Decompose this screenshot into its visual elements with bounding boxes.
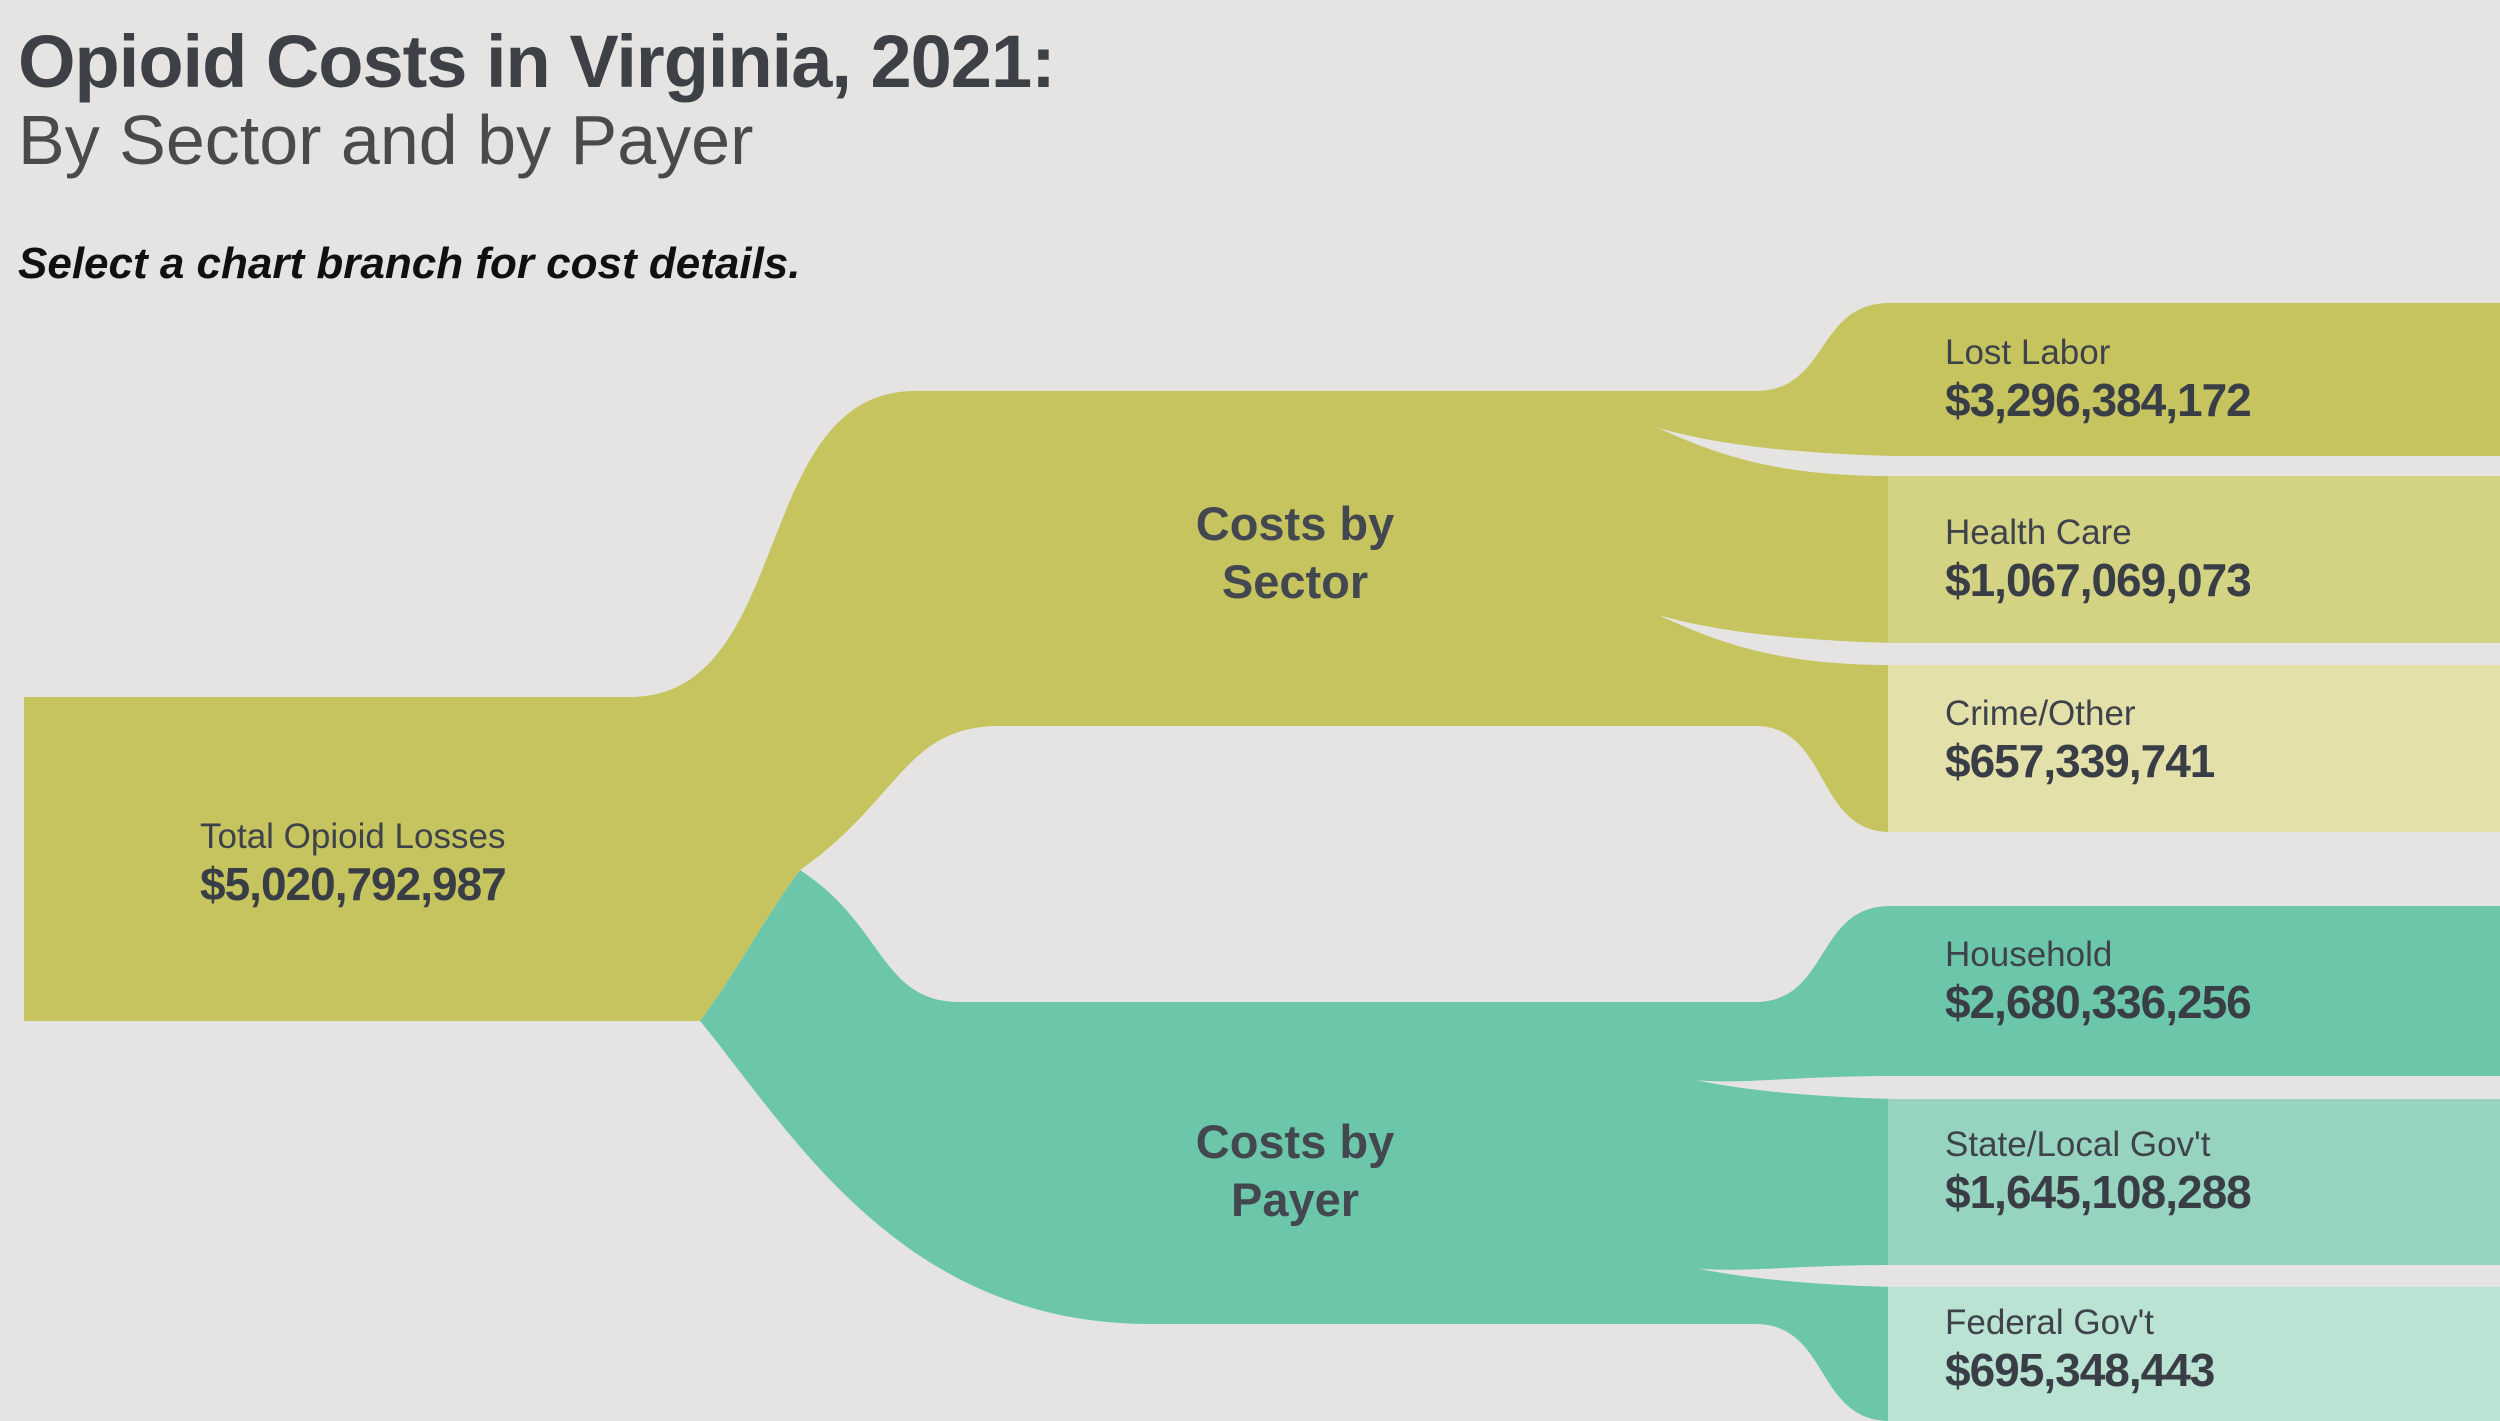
sector-group-label-line2: Sector: [1222, 555, 1368, 608]
sector-flow-branch[interactable]: [24, 303, 1890, 1021]
state-local-govt-label: State/Local Gov't: [1945, 1125, 2211, 1164]
state-local-govt-amount: $1,645,108,288: [1945, 1166, 2251, 1218]
crime-other-amount: $657,339,741: [1945, 735, 2215, 787]
bar-state-local-govt[interactable]: [1888, 1099, 2500, 1265]
page-title: Opioid Costs in Virginia, 2021:: [18, 20, 1056, 103]
household-label: Household: [1945, 935, 2112, 974]
household-amount: $2,680,336,256: [1945, 976, 2251, 1028]
sector-group-label-line1: Costs by: [1196, 497, 1395, 550]
instruction-note: Select a chart branch for cost details.: [18, 238, 801, 288]
lost-labor-amount: $3,296,384,172: [1945, 374, 2251, 426]
federal-govt-label: Federal Gov't: [1945, 1303, 2154, 1342]
bar-lost-labor[interactable]: [1888, 303, 2500, 456]
source-node-label: Total Opioid Losses: [200, 817, 505, 856]
bar-federal-govt[interactable]: [1888, 1287, 2500, 1421]
bar-household[interactable]: [1888, 906, 2500, 1076]
crime-other-label: Crime/Other: [1945, 694, 2136, 733]
page-subtitle: By Sector and by Payer: [18, 100, 754, 179]
health-care-amount: $1,067,069,073: [1945, 554, 2251, 606]
payer-group-label-line1: Costs by: [1196, 1115, 1395, 1168]
chart-header: Opioid Costs in Virginia, 2021: By Secto…: [18, 20, 1056, 289]
health-care-label: Health Care: [1945, 513, 2132, 552]
payer-flow-branch[interactable]: [700, 870, 1890, 1421]
payer-group-label-line2: Payer: [1231, 1173, 1359, 1226]
source-node-amount: $5,020,792,987: [200, 858, 506, 910]
lost-labor-label: Lost Labor: [1945, 333, 2111, 372]
bar-health-care[interactable]: [1888, 476, 2500, 643]
federal-govt-amount: $695,348,443: [1945, 1344, 2214, 1396]
bar-crime-other[interactable]: [1888, 665, 2500, 832]
